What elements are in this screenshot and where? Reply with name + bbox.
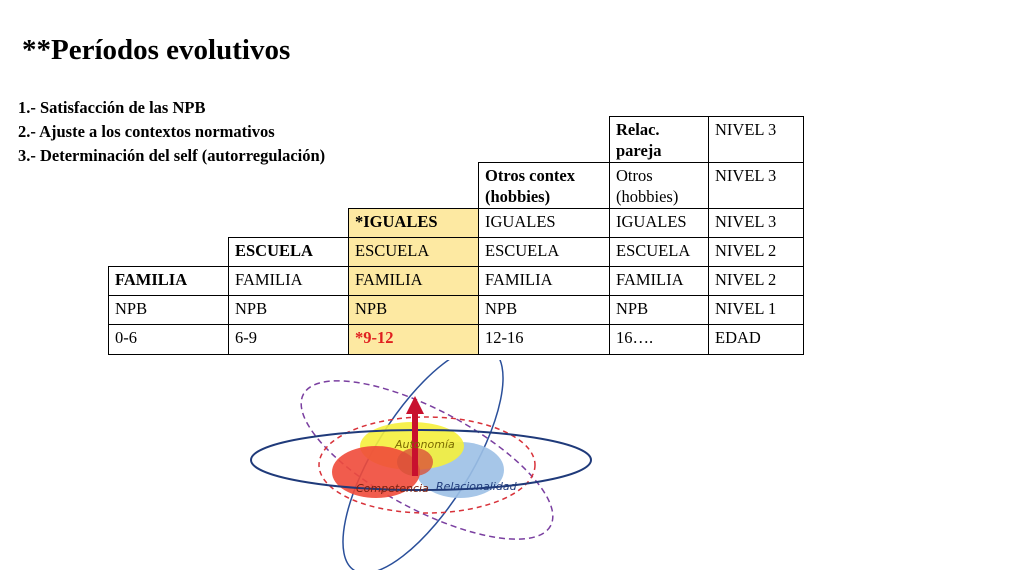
autonomia-label: Autonomía [394, 438, 455, 451]
table-cell: ESCUELA [478, 237, 610, 267]
arrow-shaft [412, 412, 418, 476]
table-cell: NPB [108, 295, 229, 325]
table-cell: *9-12 [348, 324, 479, 355]
table-cell: NIVEL 2 [708, 266, 804, 296]
principles-list: 1.- Satisfacción de las NPB 2.- Ajuste a… [18, 96, 325, 168]
table-cell: *IGUALES [348, 208, 479, 238]
table-cell: NIVEL 1 [708, 295, 804, 325]
orbit-solid-navy [250, 429, 592, 491]
table-cell: NPB [228, 295, 349, 325]
orbit-dashed-red [318, 416, 536, 514]
table-cell: ESCUELA [348, 237, 479, 267]
table-cell: IGUALES [609, 208, 709, 238]
table-cell: NPB [609, 295, 709, 325]
self-determination-diagram: Autonomía Competencia Relacionalidad [250, 360, 592, 570]
table-cell: EDAD [708, 324, 804, 355]
table-cell: 12-16 [478, 324, 610, 355]
table-cell: Otros contex (hobbies) [478, 162, 610, 209]
competencia-label: Competencia [356, 482, 429, 495]
orbit-dashed-purple-a [300, 380, 554, 540]
table-cell: FAMILIA [609, 266, 709, 296]
principle-item: 1.- Satisfacción de las NPB [18, 98, 206, 117]
table-cell: IGUALES [478, 208, 610, 238]
table-cell: ESCUELA [228, 237, 349, 267]
table-cell: FAMILIA [108, 266, 229, 296]
table-cell: NPB [348, 295, 479, 325]
relacionalidad-label: Relacionalidad [436, 480, 518, 493]
table-cell: NPB [478, 295, 610, 325]
table-cell: NIVEL 3 [708, 116, 804, 163]
table-cell: 6-9 [228, 324, 349, 355]
table-cell: 16…. [609, 324, 709, 355]
table-cell: FAMILIA [348, 266, 479, 296]
principle-item: 2.- Ajuste a los contextos normativos [18, 122, 275, 141]
slide-title: **Períodos evolutivos [22, 34, 291, 66]
table-cell: NIVEL 2 [708, 237, 804, 267]
arrow-head-icon [406, 396, 424, 414]
table-cell: ESCUELA [609, 237, 709, 267]
principle-item: 3.- Determinación del self (autorregulac… [18, 146, 326, 165]
table-cell: NIVEL 3 [708, 162, 804, 209]
table-cell: FAMILIA [228, 266, 349, 296]
table-cell: Otros (hobbies) [609, 162, 709, 209]
table-cell: 0-6 [108, 324, 229, 355]
table-cell: NIVEL 3 [708, 208, 804, 238]
table-cell: Relac. pareja [609, 116, 709, 163]
table-cell: FAMILIA [478, 266, 610, 296]
